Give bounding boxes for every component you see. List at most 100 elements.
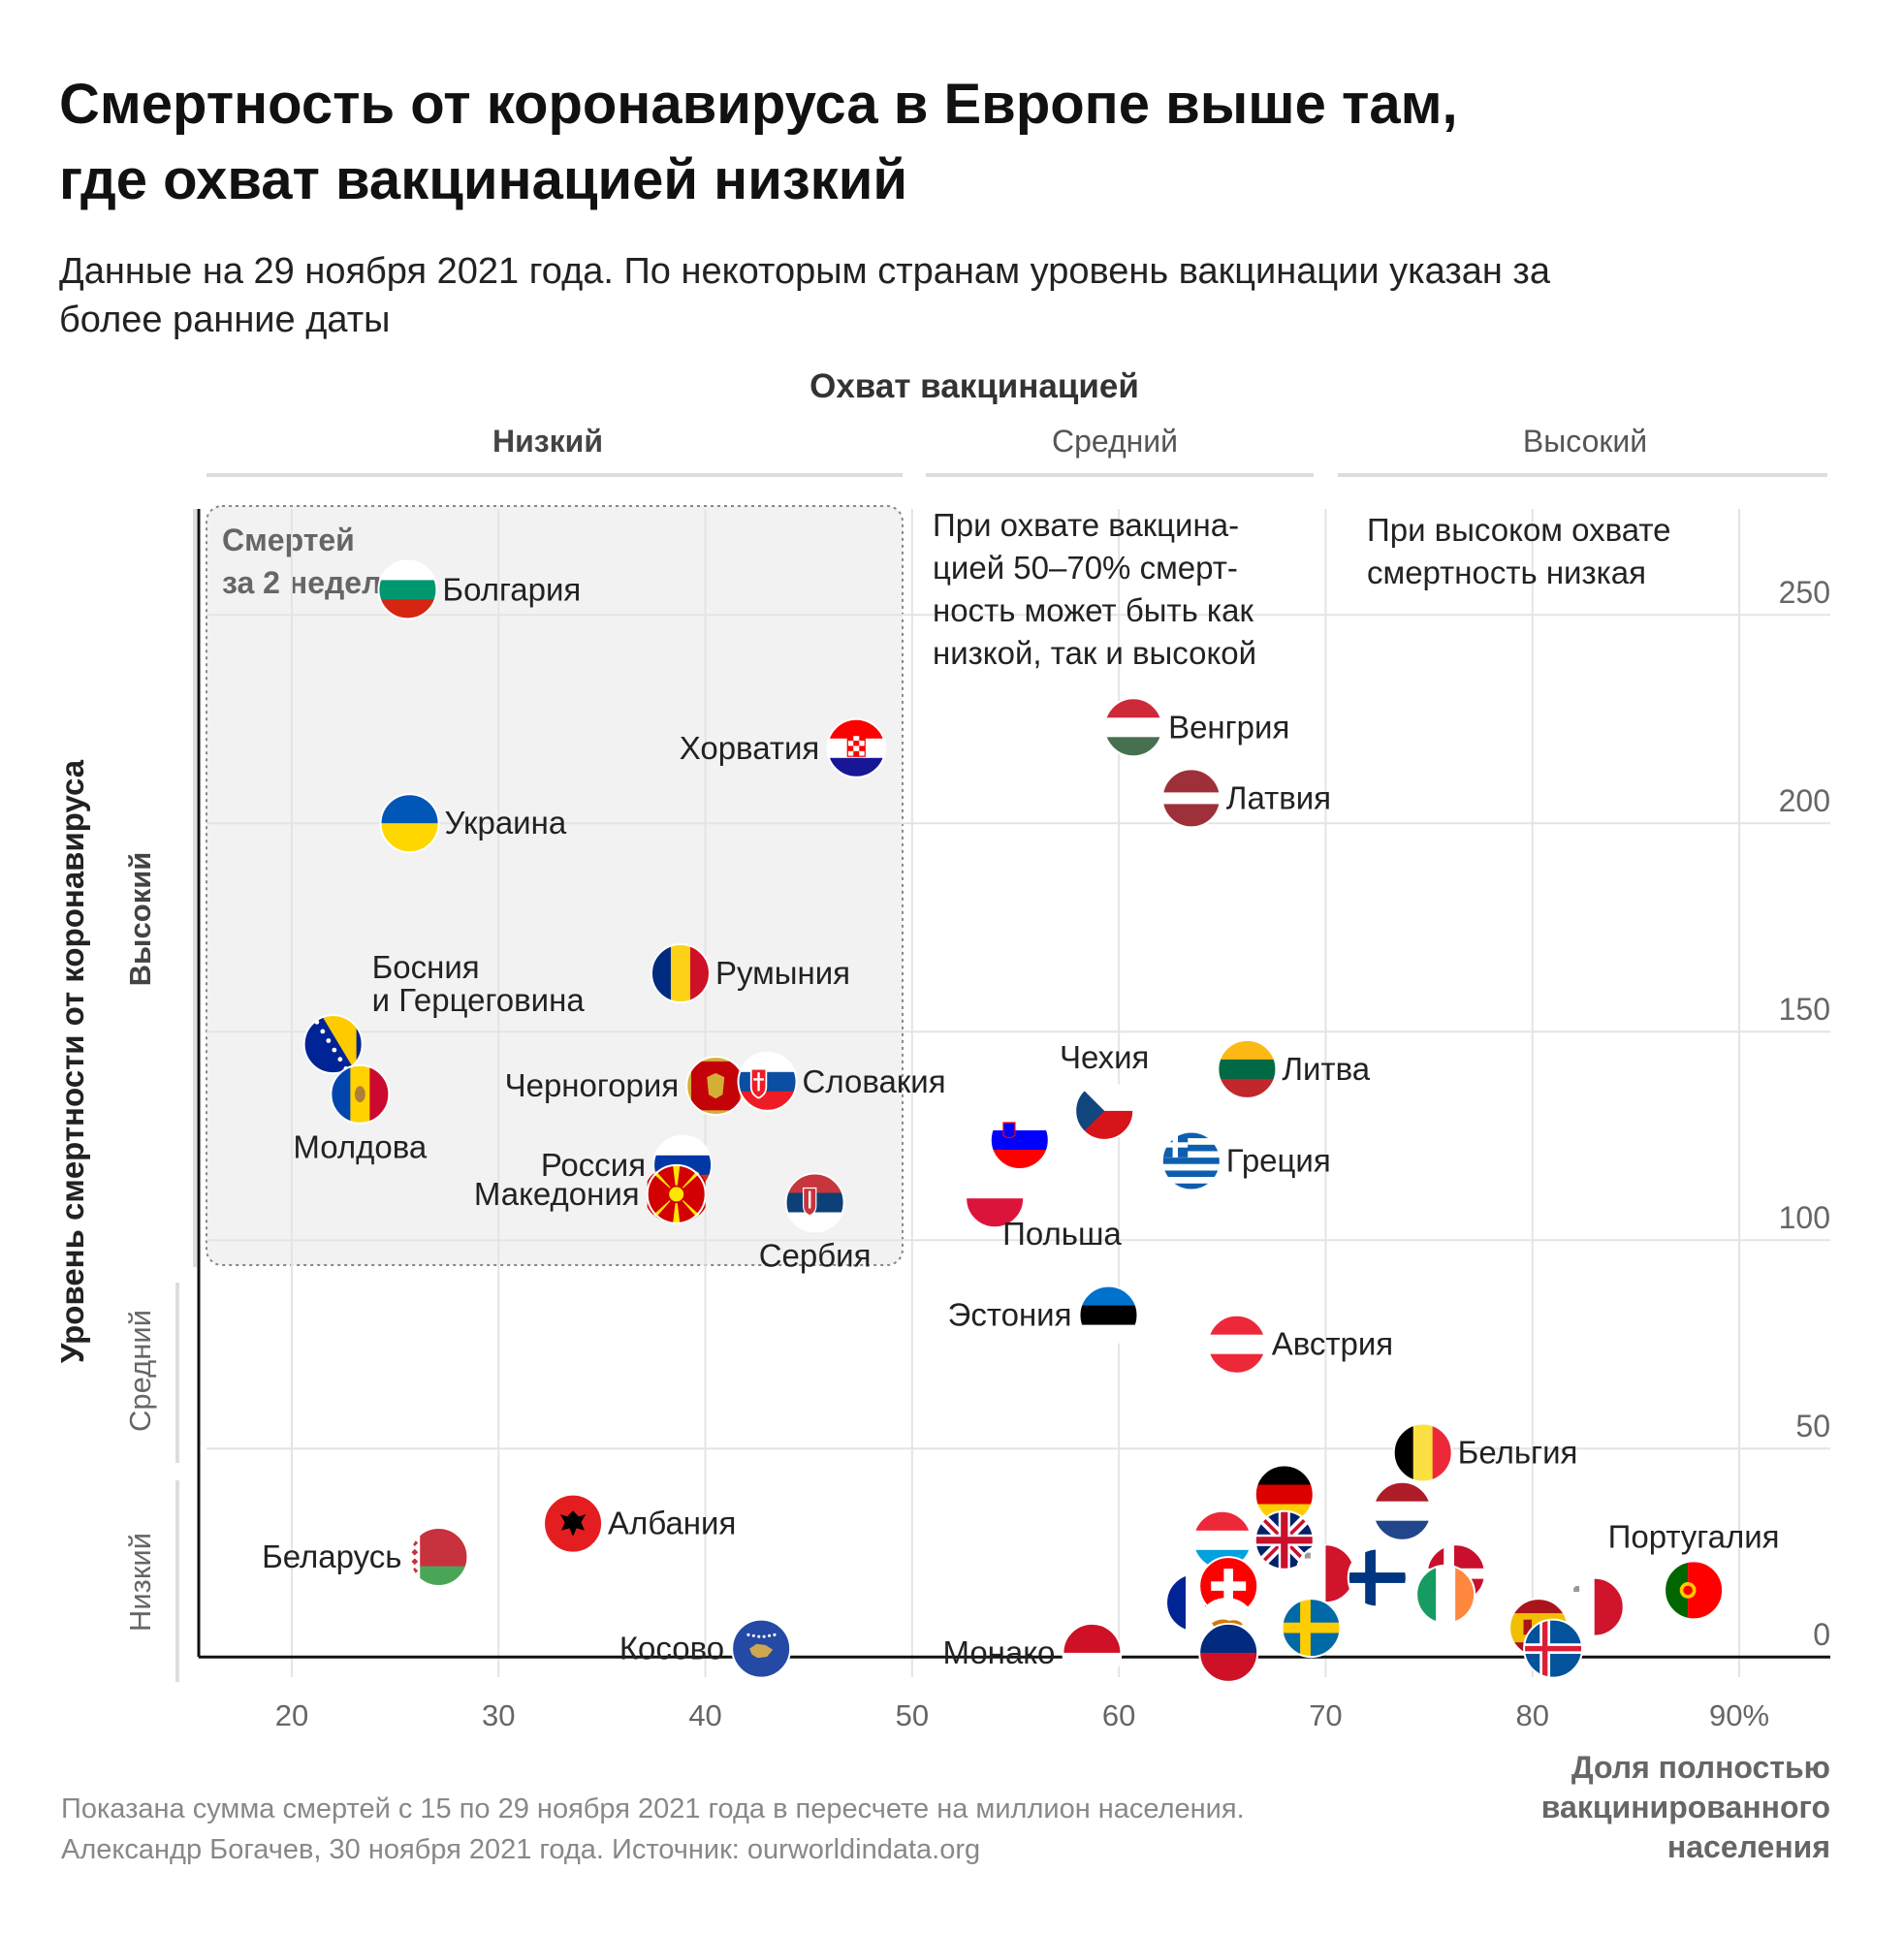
x-band-low: Низкий: [492, 424, 603, 459]
point-ro-3: [650, 943, 711, 1003]
x-band-medium-rule: [926, 473, 1314, 477]
point-label-7: Словакия: [803, 1063, 946, 1099]
point-gr-15: [1160, 1130, 1222, 1191]
y-band-low-rule: [175, 1480, 179, 1682]
axes: 20 30 40 50 60 70 80 90% 0 50 100 150 200 250: [197, 509, 1830, 1732]
point-label-38: Монако: [942, 1634, 1055, 1670]
point-label-19: Австрия: [1272, 1326, 1393, 1362]
x-tick-label-0: 20: [275, 1698, 308, 1732]
point-label-17: Польша: [1002, 1216, 1122, 1252]
point-ie-29: [1415, 1564, 1476, 1625]
y-band-high: Высокий: [123, 852, 157, 987]
point-nl-22: [1372, 1480, 1433, 1541]
point-label-1: Хорватия: [680, 730, 820, 766]
point-label-14: Чехия: [1060, 1039, 1149, 1075]
point-bg-0: [377, 559, 438, 620]
y-band-high-rule: [193, 509, 197, 1267]
point-label-10: Сербия: [759, 1238, 872, 1274]
y-tick-label-3: 150: [1779, 992, 1830, 1027]
point-ee-18: [1078, 1285, 1139, 1346]
note-medium-line-3: ность может быть как: [933, 592, 1253, 628]
x-band-low-rule: [206, 473, 903, 477]
chart-title-line-1: Смертность от коронавируса в Европе выше…: [59, 73, 1458, 136]
point-pt-35: [1664, 1560, 1725, 1621]
point-rs-10: [784, 1172, 845, 1233]
point-md-5: [330, 1063, 391, 1125]
note-medium-line-2: цией 50–70% смерт-: [933, 550, 1238, 586]
point-li-32: [1198, 1622, 1259, 1683]
point-fi-28: [1347, 1547, 1408, 1608]
top-header: Охват вакцинацией: [809, 367, 1139, 405]
chart-subtitle-line-2: более ранние даты: [59, 300, 390, 340]
point-label-41: Беларусь: [262, 1538, 401, 1574]
point-label-4: Босния: [372, 949, 480, 985]
point-xk-39: [731, 1618, 792, 1679]
point-lt-13: [1217, 1038, 1278, 1099]
point-mt-26: [1295, 1543, 1356, 1604]
point-si-16: [989, 1110, 1050, 1170]
point-ua-2: [379, 793, 440, 854]
chart-subtitle-line-1: Данные на 29 ноября 2021 года. По некото…: [59, 251, 1551, 292]
point-label-0: Болгария: [442, 571, 581, 607]
point-hu-11: [1103, 697, 1164, 758]
point-by-41: [408, 1527, 469, 1587]
point-at-19: [1206, 1314, 1267, 1375]
y-tick-label-0: 0: [1813, 1617, 1830, 1652]
point-mt-34: [1564, 1576, 1625, 1637]
point-mk-9: [644, 1163, 710, 1224]
point-label-5: Молдова: [293, 1129, 428, 1165]
y-band-low: Низкий: [123, 1533, 157, 1632]
point-al-40: [543, 1493, 604, 1554]
x-axis-label-line-2: вакцинированного: [1541, 1790, 1830, 1824]
note-high: При высоком охвате смертность низкая: [1367, 512, 1671, 590]
point-cz-14: [1074, 1080, 1135, 1141]
point-label-8: Россия: [541, 1147, 646, 1183]
point-hr-1: [826, 717, 887, 778]
point-ba-4: [302, 1014, 364, 1075]
point-label-15: Греция: [1226, 1143, 1331, 1179]
y-band-medium-rule: [175, 1283, 179, 1463]
x-band-high: Высокий: [1523, 424, 1647, 459]
note-medium-line-1: При охвате вакцина-: [933, 507, 1239, 543]
x-tick-label-2: 40: [688, 1698, 721, 1732]
point-label-2: Украина: [445, 805, 567, 841]
point-mc-38: [1062, 1622, 1123, 1683]
x-tick-label-6: 80: [1515, 1698, 1548, 1732]
footer-line-1: Показана сумма смертей с 15 по 29 ноября…: [61, 1793, 1245, 1824]
point-label-3: Румыния: [715, 955, 850, 991]
note-high-line-2: смертность низкая: [1367, 555, 1646, 590]
y-tick-label-1: 50: [1795, 1409, 1830, 1443]
point-lv-12: [1160, 768, 1222, 829]
note-medium-line-4: низкой, так и высокой: [933, 635, 1256, 671]
point-be-20: [1392, 1422, 1453, 1483]
point-me-6: [685, 1056, 746, 1117]
point-se-33: [1281, 1598, 1342, 1659]
box-label-line-1: Смертей: [222, 523, 355, 557]
x-axis-label-line-3: населения: [1667, 1829, 1830, 1864]
x-tick-label-4: 60: [1102, 1698, 1135, 1732]
point-label-20: Бельгия: [1458, 1435, 1578, 1471]
y-axis-label: Уровень смертности от коронавируса: [54, 759, 90, 1363]
note-medium: При охвате вакцина- цией 50–70% смерт- н…: [933, 507, 1256, 671]
footer-line-2: Александр Богачев, 30 ноября 2021 года. …: [61, 1834, 980, 1865]
x-tick-label-5: 70: [1309, 1698, 1342, 1732]
x-tick-label-3: 50: [896, 1698, 929, 1732]
y-tick-label-4: 200: [1779, 783, 1830, 818]
point-label-11: Венгрия: [1168, 709, 1289, 745]
x-band-high-rule: [1338, 473, 1827, 477]
point-label-13: Литва: [1282, 1051, 1370, 1087]
y-band-medium: Средний: [123, 1310, 157, 1432]
point-label-18: Эстония: [948, 1297, 1072, 1333]
chart-title-line-2: где охват вакцинацией низкий: [59, 148, 907, 211]
x-tick-label-1: 30: [482, 1698, 515, 1732]
box-label-line-2: за 2 недели: [222, 565, 400, 600]
point-is-37: [1523, 1618, 1584, 1679]
point-label-40: Албания: [608, 1506, 736, 1541]
x-tick-label-7: 90%: [1709, 1698, 1769, 1732]
x-axis-label-line-1: Доля полностью: [1571, 1750, 1830, 1785]
note-high-line-1: При высоком охвате: [1367, 512, 1671, 548]
point-label-35: Португалия: [1608, 1518, 1780, 1554]
